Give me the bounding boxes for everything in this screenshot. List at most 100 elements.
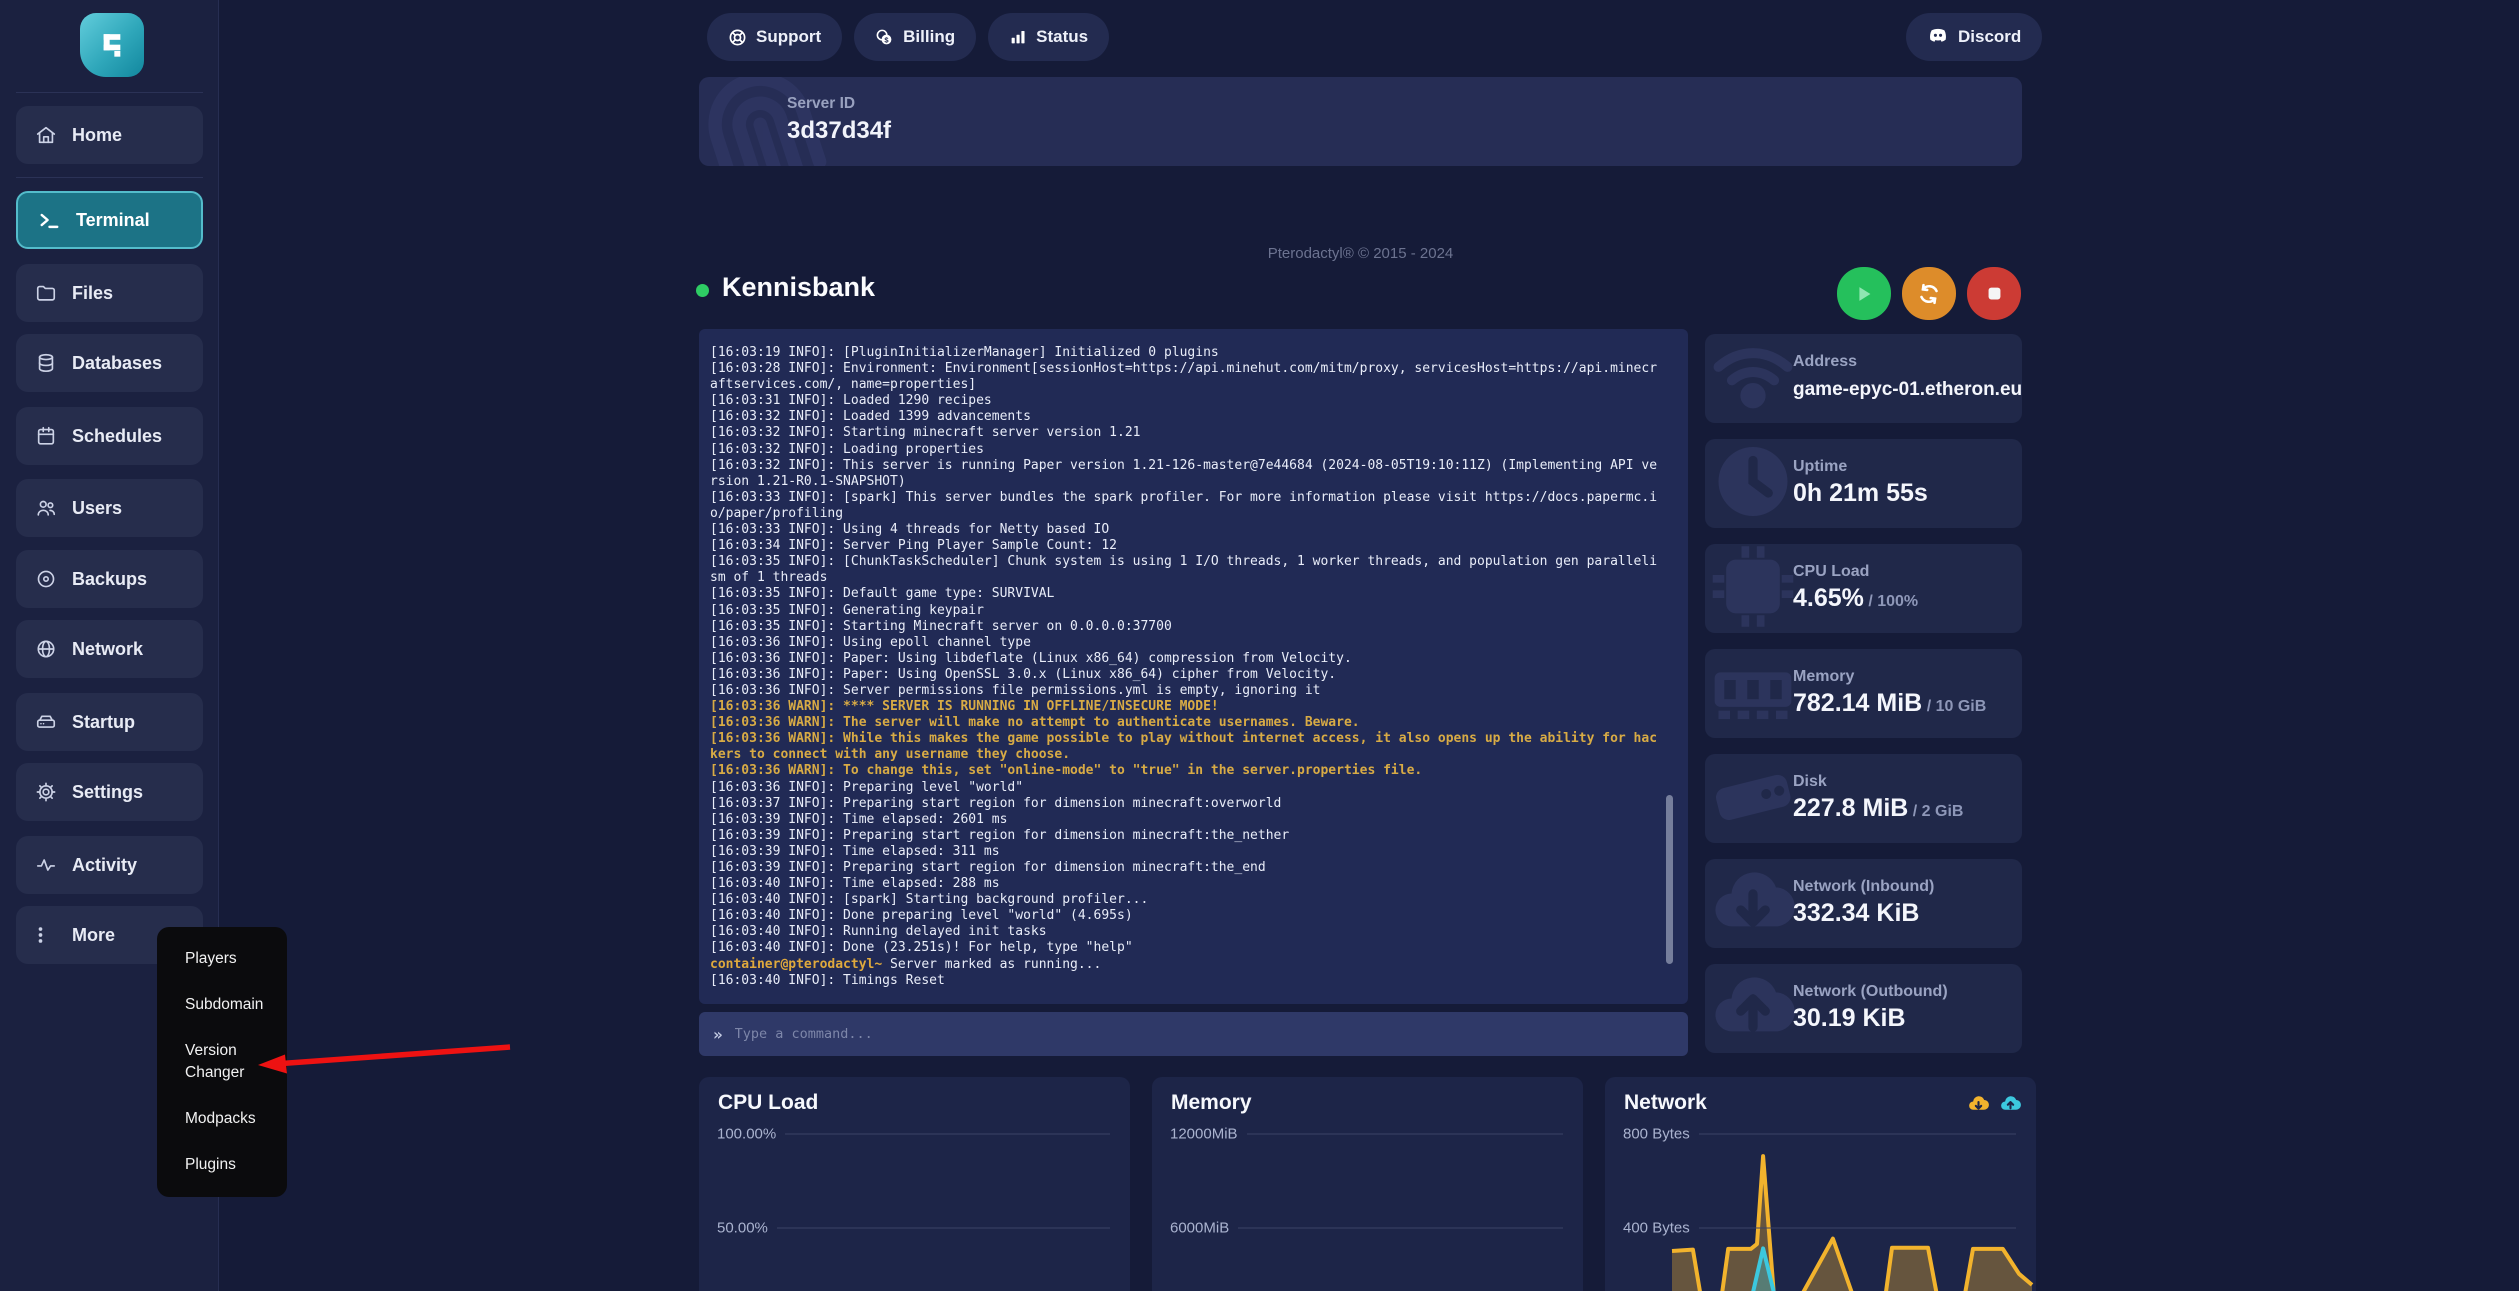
restart-button[interactable] — [1902, 267, 1956, 320]
status-icon — [1009, 28, 1027, 46]
sidebar-item-settings[interactable]: Settings — [16, 763, 203, 821]
copyright-text: Pterodactyl® © 2015 - 2024 — [1267, 245, 1454, 262]
server-id-value: 3d37d34f — [787, 117, 892, 144]
console-line: [16:03:19 INFO]: [PluginInitializerManag… — [710, 345, 1219, 360]
topbar-button-support[interactable]: Support — [707, 13, 843, 61]
stat-label: Disk — [1793, 773, 1827, 790]
stat-value: 227.8 MiB / 2 GiB — [1793, 794, 1964, 822]
chart-card-network: Network 800 Bytes 400 Bytes — [1605, 1077, 2036, 1291]
console-line: [16:03:31 INFO]: Loaded 1290 recipes — [710, 393, 992, 409]
chart-ytick-label: 100.00% — [717, 1125, 777, 1143]
stat-card-memory: Memory 782.14 MiB / 10 GiB — [1705, 649, 2022, 738]
chip-icon — [1707, 544, 1799, 633]
console-line: [16:03:36 WARN]: The server will make no… — [710, 715, 1360, 731]
cloud-up-icon — [1707, 964, 1799, 1053]
topbar-button-label: Billing — [903, 27, 956, 46]
console-line: [16:03:40 INFO]: Time elapsed: 288 ms — [710, 876, 1000, 892]
sidebar-divider — [16, 92, 203, 93]
chart-gridline — [1238, 1227, 1563, 1229]
disk-icon — [1707, 754, 1799, 843]
cloud-down-mini-icon — [1967, 1092, 1990, 1115]
console-line: [16:03:36 INFO]: Paper: Using libdeflate… — [710, 650, 1352, 666]
chart-gridline — [776, 1227, 1110, 1229]
sidebar-divider — [16, 177, 203, 178]
chart-gridline-row: 12000MiB — [1170, 1126, 1563, 1143]
stop-button[interactable] — [1967, 267, 2021, 320]
wifi-icon — [1707, 334, 1799, 423]
more-dots-icon — [35, 924, 57, 946]
sidebar-item-files[interactable]: Files — [16, 264, 203, 322]
chart-gridline-row: 6000MiB — [1170, 1220, 1563, 1237]
sidebar-item-label: Home — [72, 124, 123, 145]
startup-icon — [35, 711, 57, 733]
chart-gridline — [785, 1133, 1110, 1135]
backups-icon — [35, 568, 57, 590]
more-menu-item-players[interactable]: Players — [185, 950, 237, 967]
console-line: [16:03:32 INFO]: Loading properties — [710, 441, 984, 457]
app-logo[interactable] — [80, 13, 144, 77]
console-prompt-prefix: container@pterodactyl~ — [710, 956, 883, 972]
stat-suffix: / 100% — [1863, 593, 1919, 610]
home-icon — [35, 124, 57, 146]
support-icon — [728, 28, 747, 47]
chart-ytick-label: 800 Bytes — [1623, 1125, 1690, 1143]
sidebar-item-activity[interactable]: Activity — [16, 836, 203, 894]
sidebar-item-label: Settings — [72, 781, 144, 802]
topbar-button-status[interactable]: Status — [988, 13, 1110, 61]
sidebar-item-users[interactable]: Users — [16, 479, 203, 537]
sidebar-item-databases[interactable]: Databases — [16, 334, 203, 392]
calendar-icon — [35, 425, 57, 447]
stats-column: Address game-epyc-01.etheron.eu:37700 Upti… — [1705, 334, 2022, 1069]
sidebar-item-label: Backups — [72, 568, 148, 589]
console-line: [16:03:35 INFO]: Starting Minecraft serv… — [710, 618, 1172, 634]
console-line: [16:03:35 INFO]: [ChunkTaskScheduler] Ch… — [710, 554, 1658, 586]
stat-label: Memory — [1793, 668, 1855, 685]
console-line: [16:03:32 INFO]: This server is running … — [710, 457, 1658, 489]
sidebar: Home Terminal Files Databases Schedules Users… — [0, 0, 219, 1291]
stat-card-uptime: Uptime 0h 21m 55s — [1705, 439, 2022, 528]
sidebar-item-network[interactable]: Network — [16, 620, 203, 678]
chart-title: CPU Load — [718, 1091, 819, 1114]
start-button[interactable] — [1837, 267, 1891, 320]
console-line: [16:03:36 INFO]: Using epoll channel typ… — [710, 634, 1031, 650]
more-menu-item-modpacks[interactable]: Modpacks — [185, 1110, 256, 1127]
console-line: [16:03:33 INFO]: Using 4 threads for Net… — [710, 522, 1110, 538]
stat-label: CPU Load — [1793, 563, 1870, 580]
console-line: [16:03:40 INFO]: Timings Reset — [710, 972, 945, 988]
cloud-up-mini-icon — [1999, 1092, 2022, 1115]
stat-suffix: / 10 GiB — [1922, 698, 1987, 715]
chart-gridline-row: 50.00% — [717, 1220, 1110, 1237]
sidebar-item-home[interactable]: Home — [16, 106, 203, 164]
console-line: [16:03:40 INFO]: [spark] Starting backgr… — [710, 892, 1149, 908]
restart-icon — [1917, 282, 1941, 306]
sidebar-item-label: Terminal — [76, 209, 150, 230]
sidebar-item-label: Schedules — [72, 425, 163, 446]
stat-value: 332.34 KiB — [1793, 899, 1920, 927]
discord-button[interactable]: Discord — [1906, 13, 2043, 61]
console-scrollbar[interactable] — [1666, 795, 1673, 964]
chart-gridline-row: 400 Bytes — [1623, 1220, 2016, 1237]
sidebar-item-schedules[interactable]: Schedules — [16, 407, 203, 465]
console-line: [16:03:40 INFO]: Done preparing level "w… — [710, 908, 1133, 924]
sidebar-item-label: Network — [72, 638, 144, 659]
topbar-button-label: Support — [756, 27, 822, 46]
console-output[interactable]: [16:03:19 INFO]: [PluginInitializerManag… — [699, 329, 1688, 1004]
more-menu-item-version-changer[interactable]: Version Changer — [185, 1042, 245, 1081]
sidebar-item-backups[interactable]: Backups — [16, 550, 203, 608]
gear-icon — [35, 781, 57, 803]
topbar-button-billing[interactable]: $ Billing — [854, 13, 977, 61]
activity-icon — [35, 854, 57, 876]
more-menu-item-subdomain[interactable]: Subdomain — [185, 996, 264, 1013]
command-input[interactable] — [734, 1026, 1674, 1042]
network-area-chart — [1671, 1154, 2034, 1291]
stat-label: Address — [1793, 353, 1858, 370]
console-line: [16:03:32 INFO]: Starting minecraft serv… — [710, 425, 1141, 441]
sidebar-item-label: Activity — [72, 854, 138, 875]
more-menu-item-plugins[interactable]: Plugins — [185, 1156, 236, 1173]
sidebar-item-terminal[interactable]: Terminal — [16, 191, 203, 249]
sidebar-item-startup[interactable]: Startup — [16, 693, 203, 751]
console-line: [16:03:37 INFO]: Preparing start region … — [710, 795, 1282, 811]
billing-icon: $ — [875, 28, 894, 47]
console-line: [16:03:39 INFO]: Preparing start region … — [710, 827, 1290, 843]
